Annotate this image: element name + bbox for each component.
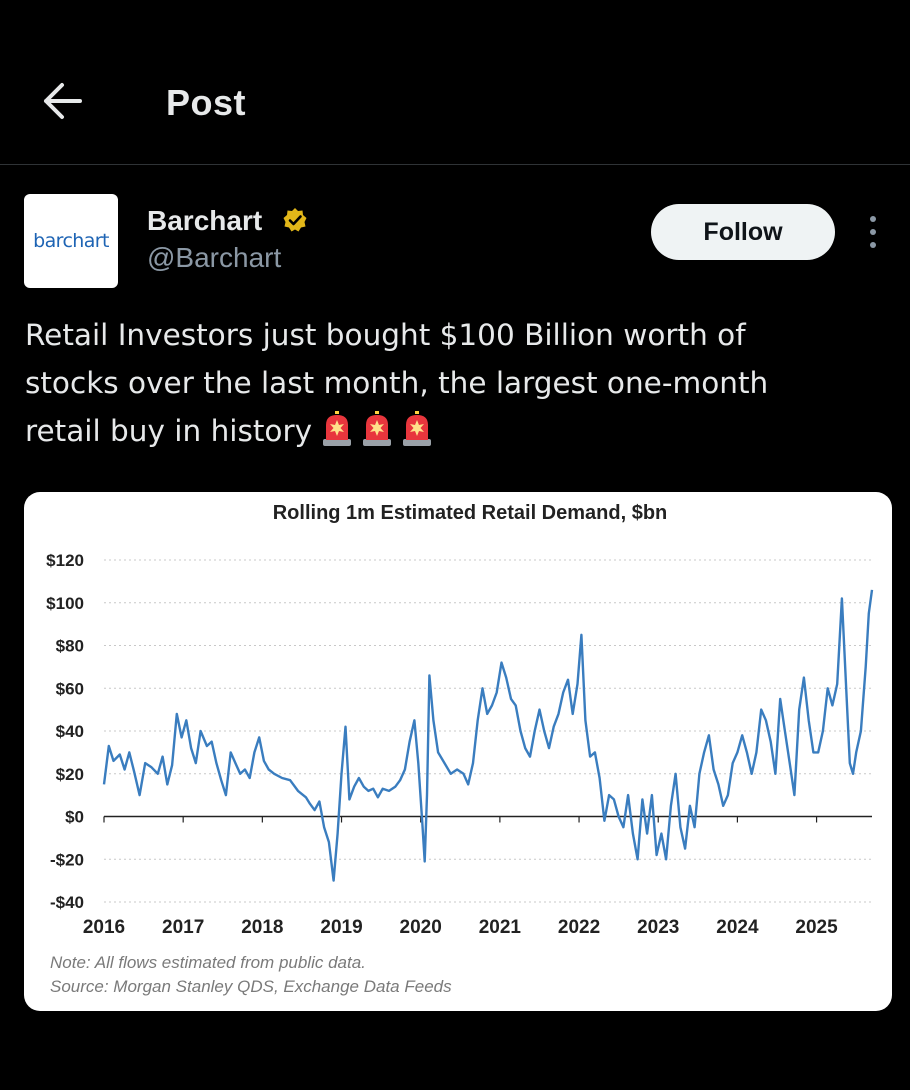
x-tick-label: 2018 bbox=[241, 917, 283, 938]
y-tick-label: -$20 bbox=[50, 850, 84, 869]
emoji-group bbox=[320, 410, 434, 447]
x-tick-label: 2019 bbox=[320, 917, 362, 938]
x-tick-label: 2021 bbox=[479, 917, 522, 938]
chart-gridlines bbox=[104, 559, 872, 903]
chart: Rolling 1m Estimated Retail Demand, $bn … bbox=[46, 502, 874, 996]
x-tick-label: 2023 bbox=[637, 917, 679, 938]
chart-note: Note: All flows estimated from public da… bbox=[50, 953, 366, 972]
y-tick-label: $100 bbox=[46, 594, 84, 613]
arrow-left-icon bbox=[44, 83, 82, 119]
back-button[interactable] bbox=[36, 78, 88, 124]
x-tick-label: 2020 bbox=[400, 917, 442, 938]
x-tick-label: 2017 bbox=[162, 917, 204, 938]
y-tick-label: $0 bbox=[65, 808, 84, 827]
more-dot bbox=[870, 242, 876, 248]
chart-title: Rolling 1m Estimated Retail Demand, $bn bbox=[273, 502, 668, 524]
post-text-line: stocks over the last month, the largest … bbox=[25, 366, 769, 400]
y-tick-label: $20 bbox=[56, 765, 84, 784]
police-light-icon bbox=[363, 410, 392, 446]
follow-button[interactable]: Follow bbox=[651, 204, 835, 260]
police-light-icon bbox=[323, 410, 352, 446]
police-light-icon bbox=[403, 410, 432, 446]
post-text-line-last: retail buy in history bbox=[25, 407, 875, 455]
author-handle[interactable]: @Barchart bbox=[147, 242, 282, 273]
x-tick-label: 2016 bbox=[83, 917, 125, 938]
y-axis: $120 $100 $80 $60 $40 $20 $0 -$20 -$40 bbox=[46, 551, 84, 912]
x-tick-label: 2022 bbox=[558, 917, 600, 938]
y-tick-label: $120 bbox=[46, 551, 84, 570]
avatar[interactable]: barchart bbox=[24, 194, 118, 288]
post-text-line: retail buy in history bbox=[25, 414, 313, 448]
page-title: Post bbox=[166, 82, 247, 123]
avatar-logo-text: barchart bbox=[33, 230, 109, 252]
y-tick-label: -$40 bbox=[50, 893, 84, 912]
post-text-line: Retail Investors just bought $100 Billio… bbox=[25, 318, 746, 352]
x-tick-label: 2024 bbox=[716, 917, 759, 938]
verified-badge-icon bbox=[283, 208, 307, 232]
y-tick-label: $60 bbox=[56, 679, 84, 698]
more-dot bbox=[870, 229, 876, 235]
post-media-chart[interactable]: Rolling 1m Estimated Retail Demand, $bn … bbox=[24, 492, 892, 1011]
chart-series bbox=[102, 589, 874, 882]
top-bar: Post bbox=[0, 0, 910, 165]
post-body: Retail Investors just bought $100 Billio… bbox=[25, 311, 875, 455]
more-vertical-icon[interactable] bbox=[862, 212, 884, 252]
chart-source: Source: Morgan Stanley QDS, Exchange Dat… bbox=[50, 977, 452, 996]
x-axis: 2016 2017 2018 2019 2020 2021 2022 2023 2024 2025 bbox=[83, 816, 838, 938]
author-name[interactable]: Barchart bbox=[147, 205, 263, 236]
more-dot bbox=[870, 216, 876, 222]
y-tick-label: $40 bbox=[56, 722, 84, 741]
y-tick-label: $80 bbox=[56, 637, 84, 656]
series-line bbox=[102, 589, 874, 882]
x-tick-label: 2025 bbox=[795, 917, 838, 938]
